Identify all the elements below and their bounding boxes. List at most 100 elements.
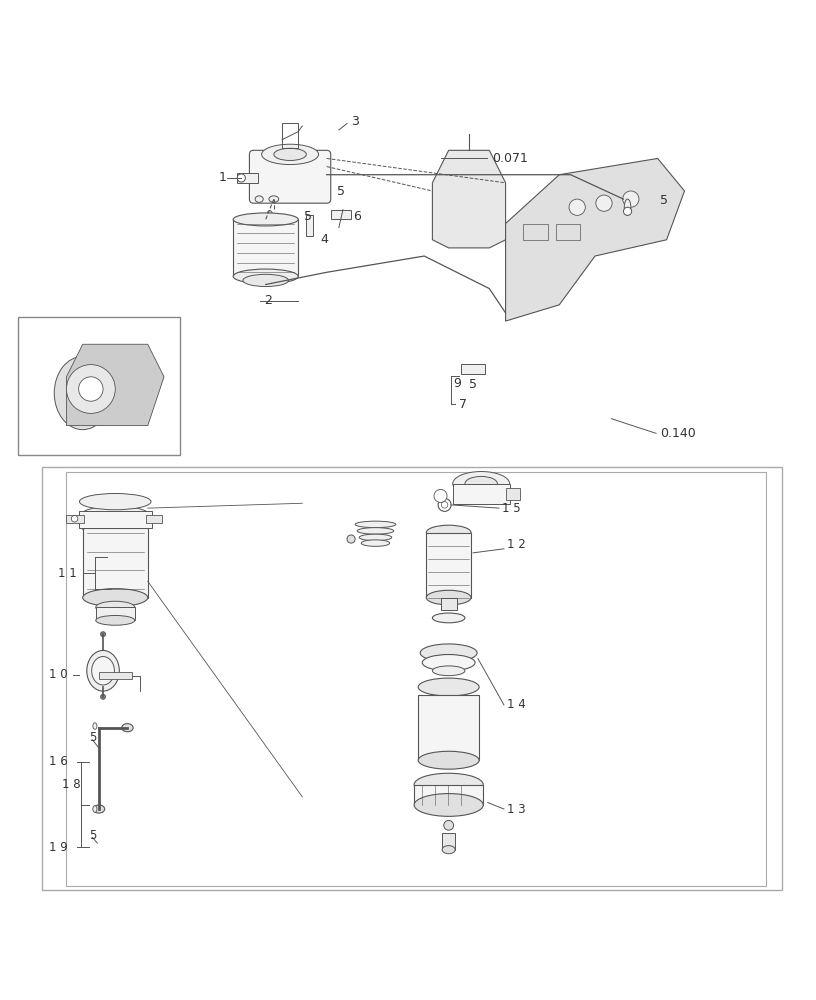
Ellipse shape	[624, 199, 631, 215]
Ellipse shape	[235, 231, 296, 241]
Ellipse shape	[418, 751, 479, 769]
Ellipse shape	[235, 272, 296, 282]
Ellipse shape	[418, 678, 479, 696]
Text: 5: 5	[89, 731, 96, 744]
Ellipse shape	[432, 666, 465, 676]
Ellipse shape	[235, 242, 296, 251]
Polygon shape	[66, 344, 164, 426]
Bar	[82, 528, 148, 598]
Ellipse shape	[54, 356, 111, 430]
Circle shape	[569, 199, 585, 215]
Ellipse shape	[95, 601, 135, 613]
Ellipse shape	[432, 613, 465, 623]
Polygon shape	[506, 158, 685, 321]
Bar	[78, 511, 152, 528]
Bar	[18, 317, 180, 455]
Text: 1 8: 1 8	[62, 778, 81, 791]
Text: 3: 3	[351, 115, 359, 128]
Ellipse shape	[426, 525, 471, 540]
Bar	[426, 533, 471, 598]
Polygon shape	[432, 150, 506, 248]
Bar	[66, 472, 766, 886]
Ellipse shape	[420, 644, 477, 662]
Text: 1 9: 1 9	[49, 841, 67, 854]
FancyBboxPatch shape	[250, 150, 330, 203]
Circle shape	[66, 365, 115, 413]
Text: 1 2: 1 2	[508, 538, 526, 551]
Bar	[414, 785, 483, 805]
Bar	[442, 833, 455, 850]
Circle shape	[438, 498, 451, 511]
Bar	[146, 515, 162, 523]
Text: 0.140: 0.140	[660, 427, 696, 440]
Circle shape	[71, 515, 78, 522]
Bar	[453, 484, 510, 504]
Ellipse shape	[361, 540, 390, 546]
Bar	[524, 224, 548, 240]
Text: 1 6: 1 6	[49, 755, 67, 768]
Circle shape	[100, 632, 105, 637]
Ellipse shape	[82, 520, 148, 537]
Ellipse shape	[243, 274, 289, 287]
Text: 1 3: 1 3	[508, 803, 526, 816]
Ellipse shape	[442, 846, 455, 854]
Ellipse shape	[79, 506, 151, 526]
Bar	[330, 210, 351, 219]
Text: 1: 1	[219, 171, 226, 184]
Circle shape	[237, 174, 246, 182]
Ellipse shape	[233, 269, 298, 284]
Bar	[99, 672, 131, 679]
Circle shape	[78, 377, 103, 401]
Text: 9: 9	[454, 377, 461, 390]
Ellipse shape	[99, 361, 140, 409]
Text: 6: 6	[353, 210, 361, 223]
Text: 7: 7	[459, 398, 468, 411]
Bar	[441, 598, 457, 610]
Ellipse shape	[453, 472, 510, 496]
Circle shape	[623, 207, 632, 215]
Text: 1 5: 1 5	[502, 502, 520, 515]
Ellipse shape	[93, 805, 104, 813]
Text: 2: 2	[264, 294, 272, 307]
Bar	[66, 515, 84, 523]
Text: 1 1: 1 1	[58, 567, 77, 580]
Text: 0.071: 0.071	[492, 152, 528, 165]
Text: 1 0: 1 0	[49, 668, 67, 681]
Ellipse shape	[255, 196, 264, 202]
Bar	[282, 123, 298, 148]
Bar	[306, 215, 313, 236]
Circle shape	[623, 191, 639, 207]
Ellipse shape	[82, 589, 148, 607]
Bar	[237, 173, 258, 183]
Ellipse shape	[86, 650, 119, 691]
Ellipse shape	[93, 806, 97, 812]
Ellipse shape	[93, 723, 97, 729]
Ellipse shape	[359, 534, 392, 541]
Text: 5: 5	[337, 185, 345, 198]
Ellipse shape	[414, 794, 483, 816]
Ellipse shape	[414, 773, 483, 796]
Circle shape	[596, 195, 612, 211]
Text: 5: 5	[660, 194, 668, 207]
Ellipse shape	[355, 521, 396, 528]
Ellipse shape	[269, 196, 279, 202]
Ellipse shape	[233, 213, 298, 226]
Text: 4: 4	[320, 233, 328, 246]
Ellipse shape	[235, 252, 296, 262]
Circle shape	[444, 820, 454, 830]
Bar	[42, 467, 782, 890]
Ellipse shape	[262, 144, 318, 165]
Text: 5: 5	[89, 829, 96, 842]
Circle shape	[441, 502, 448, 508]
Ellipse shape	[79, 493, 151, 510]
Ellipse shape	[465, 476, 498, 491]
Bar	[233, 219, 298, 276]
Bar	[461, 364, 486, 374]
Bar	[556, 224, 580, 240]
Circle shape	[347, 535, 355, 543]
Ellipse shape	[95, 615, 135, 625]
Ellipse shape	[422, 655, 475, 671]
Text: 5: 5	[469, 378, 477, 391]
Ellipse shape	[357, 528, 394, 534]
Ellipse shape	[274, 148, 306, 160]
